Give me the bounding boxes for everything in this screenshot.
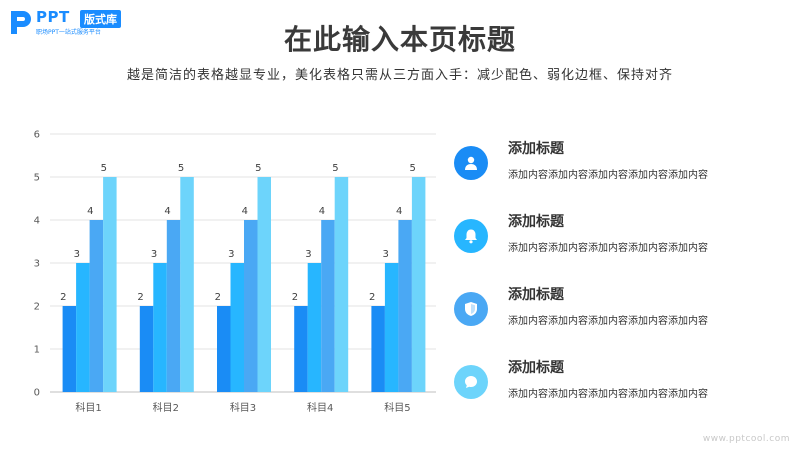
logo-tagline: 职场PPT一站式服务平台: [36, 29, 101, 36]
user-icon: [465, 156, 477, 170]
feature-icon-circle: [454, 146, 488, 180]
bar-chart: 0 1 2 3 4 5 6 2 3 4 5 科目1 2 3 4 5 科目2 2 3 4 5 科目3 2 3 4 5 科目4 2 3 4 5 科…: [34, 130, 436, 414]
data-label: 2: [292, 292, 298, 303]
bar: [139, 306, 154, 392]
shield-icon: [465, 302, 477, 316]
bar: [398, 220, 412, 392]
feature-desc: 添加内容添加内容添加内容添加内容添加内容: [508, 170, 708, 181]
feature-title: 添加标题: [508, 360, 564, 376]
data-label: 4: [164, 206, 170, 217]
bar: [307, 263, 322, 392]
x-tick-label: 科目1: [75, 401, 101, 414]
data-label: 3: [382, 249, 388, 260]
feature-item: 添加标题 添加内容添加内容添加内容添加内容添加内容: [452, 282, 792, 332]
bar: [411, 177, 426, 392]
logo-badge: 版式库: [80, 10, 121, 28]
logo-p-icon: [11, 11, 31, 34]
bar: [62, 306, 77, 392]
brand-logo: PPT 版式库 职场PPT一站式服务平台: [8, 8, 158, 38]
bar: [89, 220, 104, 392]
data-label: 5: [409, 163, 415, 174]
feature-item: 添加标题 添加内容添加内容添加内容添加内容添加内容: [452, 136, 792, 186]
watermark: www.pptcool.com: [702, 434, 790, 444]
data-label: 2: [215, 292, 221, 303]
y-tick-label: 6: [34, 130, 40, 141]
bar: [321, 220, 335, 392]
feature-desc: 添加内容添加内容添加内容添加内容添加内容: [508, 389, 708, 400]
feature-icon-circle: [454, 365, 488, 399]
data-label: 2: [369, 292, 375, 303]
data-label: 4: [242, 206, 248, 217]
data-label: 4: [319, 206, 325, 217]
feature-item: 添加标题 添加内容添加内容添加内容添加内容添加内容: [452, 355, 792, 405]
data-label: 3: [74, 249, 80, 260]
y-tick-label: 1: [34, 345, 40, 356]
feature-icon-circle: [454, 219, 488, 253]
data-label: 4: [396, 206, 402, 217]
data-label: 2: [60, 292, 66, 303]
logo-text: PPT: [36, 8, 70, 26]
bar: [384, 263, 399, 392]
feature-title: 添加标题: [508, 214, 564, 230]
feature-icon-circle: [454, 292, 488, 326]
bar: [180, 177, 194, 392]
data-label: 3: [151, 249, 157, 260]
bar: [371, 306, 385, 392]
data-label: 4: [87, 206, 93, 217]
data-label: 3: [305, 249, 311, 260]
data-label: 5: [255, 163, 261, 174]
data-label: 5: [332, 163, 338, 174]
feature-title: 添加标题: [508, 141, 564, 157]
bar: [334, 177, 349, 392]
y-tick-label: 2: [34, 302, 40, 313]
bar: [257, 177, 271, 392]
y-tick-label: 0: [34, 388, 40, 399]
page-subtitle: 越是简洁的表格越显专业，美化表格只需从三方面入手：减少配色、弱化边框、保持对齐: [126, 68, 673, 83]
x-tick-label: 科目3: [230, 401, 256, 414]
x-tick-label: 科目5: [384, 401, 410, 414]
y-tick-label: 3: [34, 259, 40, 270]
bar: [217, 306, 231, 392]
feature-desc: 添加内容添加内容添加内容添加内容添加内容: [508, 243, 708, 254]
chat-icon: [465, 376, 477, 388]
bar: [103, 177, 117, 392]
y-tick-label: 4: [34, 216, 40, 227]
x-tick-label: 科目4: [307, 401, 333, 414]
bell-icon: [465, 229, 477, 244]
page-title: 在此输入本页标题: [283, 23, 516, 56]
feature-title: 添加标题: [508, 287, 564, 303]
y-tick-label: 5: [34, 173, 40, 184]
bar: [244, 220, 258, 392]
feature-desc: 添加内容添加内容添加内容添加内容添加内容: [508, 316, 708, 327]
bar: [294, 306, 308, 392]
bar: [76, 263, 90, 392]
data-label: 5: [178, 163, 184, 174]
data-label: 2: [137, 292, 143, 303]
data-label: 3: [228, 249, 234, 260]
feature-item: 添加标题 添加内容添加内容添加内容添加内容添加内容: [452, 209, 792, 259]
bar: [166, 220, 181, 392]
data-label: 5: [101, 163, 107, 174]
bar: [230, 263, 244, 392]
x-tick-label: 科目2: [153, 401, 179, 414]
bar: [153, 263, 167, 392]
